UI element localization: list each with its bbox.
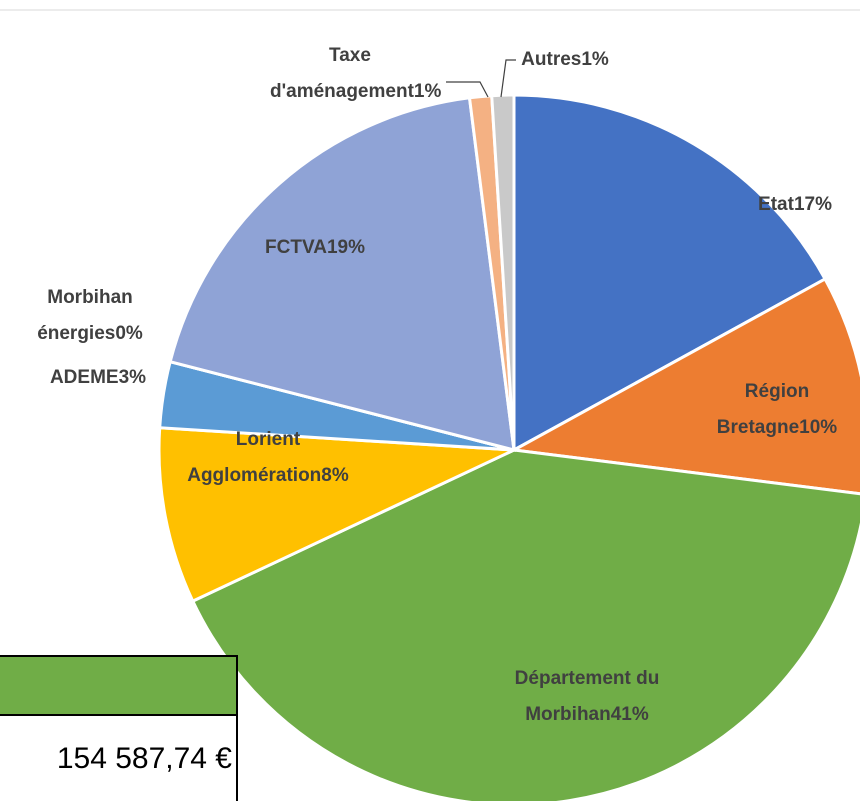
slice-label: FCTVA19% bbox=[235, 230, 395, 266]
slice-value: 1% bbox=[413, 81, 442, 102]
slice-name: ADEME bbox=[49, 367, 119, 388]
slice-name: Lorient Agglomération bbox=[187, 429, 322, 486]
pie-slice bbox=[490, 93, 516, 451]
slice-value: 3% bbox=[118, 367, 147, 388]
slice-name: Etat bbox=[758, 194, 794, 215]
pie-slice bbox=[168, 96, 516, 453]
slice-value: 41% bbox=[610, 704, 649, 725]
slice-name: FCTVA bbox=[265, 237, 327, 258]
slice-value: 10% bbox=[799, 417, 838, 438]
slice-label: Autres1% bbox=[495, 42, 635, 78]
slice-name: Autres bbox=[521, 49, 582, 70]
slice-label: Morbihan énergies0% bbox=[20, 280, 160, 352]
slice-label: Lorient Agglomération8% bbox=[178, 422, 358, 494]
slice-name: Taxe d'aménagement bbox=[270, 45, 414, 102]
slice-label: ADEME3% bbox=[18, 360, 178, 396]
pie-slice bbox=[509, 276, 860, 496]
slice-label: Taxe d'aménagement1% bbox=[270, 38, 441, 110]
slice-label: Etat17% bbox=[735, 187, 855, 223]
table-cell bbox=[0, 714, 238, 801]
table-amount: 154 587,74 € bbox=[56, 742, 232, 775]
slice-value: 19% bbox=[326, 237, 365, 258]
slice-label: Région Bretagne10% bbox=[692, 374, 860, 446]
slice-label: Département du Morbihan41% bbox=[492, 661, 682, 733]
slice-value: 0% bbox=[115, 323, 143, 344]
pie bbox=[157, 93, 860, 801]
leader-line bbox=[500, 59, 516, 98]
slice-name: Département du Morbihan bbox=[514, 668, 660, 725]
slice-name: Morbihan énergies bbox=[37, 287, 133, 344]
leader-line bbox=[446, 81, 489, 98]
slice-value: 17% bbox=[793, 194, 832, 215]
slice-value: 1% bbox=[581, 49, 609, 70]
pie-slice bbox=[512, 93, 828, 453]
slice-name: Région Bretagne bbox=[716, 381, 810, 438]
slice-value: 8% bbox=[321, 465, 349, 486]
table-header-cell bbox=[0, 655, 238, 716]
pie-slice bbox=[157, 426, 515, 604]
